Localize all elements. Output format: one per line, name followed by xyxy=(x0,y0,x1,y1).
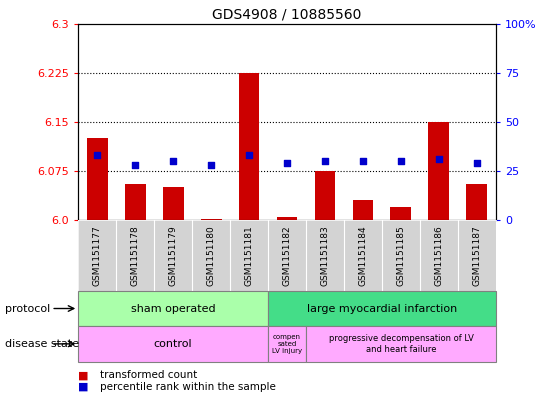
Bar xyxy=(201,219,222,220)
Text: GSM1151186: GSM1151186 xyxy=(434,225,444,286)
Point xyxy=(131,162,140,168)
Bar xyxy=(353,200,374,220)
Bar xyxy=(277,217,298,220)
Bar xyxy=(268,291,496,326)
Text: GSM1151179: GSM1151179 xyxy=(169,225,177,286)
Text: GSM1151185: GSM1151185 xyxy=(397,225,405,286)
Bar xyxy=(78,291,268,326)
Text: transformed count: transformed count xyxy=(100,370,197,380)
Text: disease state: disease state xyxy=(5,339,80,349)
Text: GSM1151180: GSM1151180 xyxy=(206,225,216,286)
Bar xyxy=(466,184,487,220)
Text: GSM1151183: GSM1151183 xyxy=(321,225,329,286)
Point xyxy=(283,160,292,166)
Text: GSM1151187: GSM1151187 xyxy=(472,225,481,286)
Text: compen
sated
LV injury: compen sated LV injury xyxy=(272,334,302,354)
Text: control: control xyxy=(154,339,192,349)
Title: GDS4908 / 10885560: GDS4908 / 10885560 xyxy=(212,7,362,21)
Bar xyxy=(78,326,268,362)
Point xyxy=(169,158,177,164)
Point xyxy=(473,160,481,166)
Point xyxy=(245,152,253,158)
Bar xyxy=(315,171,335,220)
Bar xyxy=(306,326,496,362)
Point xyxy=(358,158,367,164)
Text: percentile rank within the sample: percentile rank within the sample xyxy=(100,382,275,392)
Bar xyxy=(429,122,450,220)
Bar xyxy=(268,326,306,362)
Text: protocol: protocol xyxy=(5,303,51,314)
Point xyxy=(397,158,405,164)
Text: GSM1151177: GSM1151177 xyxy=(93,225,102,286)
Bar xyxy=(87,138,108,220)
Text: large myocardial infarction: large myocardial infarction xyxy=(307,303,457,314)
Text: GSM1151184: GSM1151184 xyxy=(358,225,368,286)
Text: ■: ■ xyxy=(78,382,88,392)
Text: progressive decompensation of LV
and heart failure: progressive decompensation of LV and hea… xyxy=(328,334,473,354)
Text: GSM1151178: GSM1151178 xyxy=(130,225,140,286)
Text: ■: ■ xyxy=(78,370,88,380)
Point xyxy=(321,158,329,164)
Bar xyxy=(163,187,184,220)
Point xyxy=(93,152,101,158)
Bar xyxy=(125,184,146,220)
Text: GSM1151182: GSM1151182 xyxy=(282,225,292,286)
Point xyxy=(207,162,216,168)
Text: GSM1151181: GSM1151181 xyxy=(245,225,253,286)
Point xyxy=(434,156,443,162)
Bar xyxy=(390,207,411,220)
Text: sham operated: sham operated xyxy=(131,303,216,314)
Bar xyxy=(239,73,259,220)
